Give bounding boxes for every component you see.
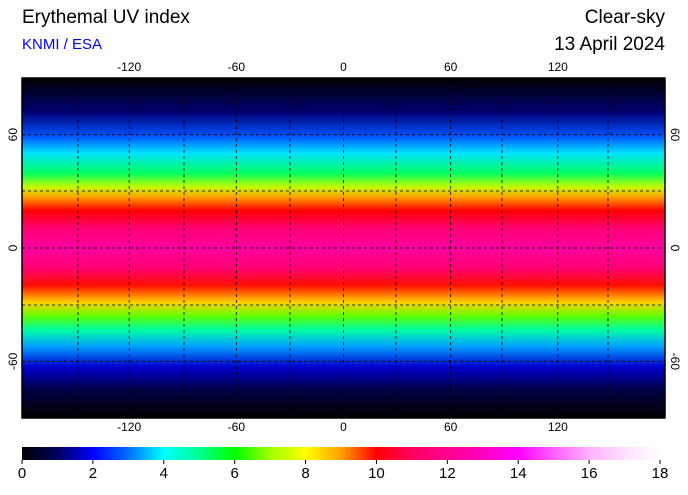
sky-label: Clear-sky [585, 7, 666, 28]
lon-label-top: -60 [228, 60, 246, 74]
lat-label-right: 60 [668, 128, 682, 142]
colorbar [22, 447, 660, 460]
colorbar-label: 8 [301, 465, 309, 482]
axes: -120 -120 -60 -60 0 0 60 60 120 120 60 60 0 0 -60 -60 [6, 60, 682, 434]
colorbar-label: 0 [18, 465, 26, 482]
colorbar-label: 18 [652, 465, 669, 482]
date: 13 April 2024 [554, 34, 665, 55]
lon-label-bottom: 0 [340, 420, 347, 434]
lat-label-left: 60 [6, 128, 20, 142]
colorbar-label: 4 [160, 465, 168, 482]
map-frame [21, 77, 666, 419]
lon-label-bottom: -60 [228, 420, 246, 434]
lon-label-top: 0 [340, 60, 347, 74]
lat-label-left: -60 [6, 352, 20, 370]
lat-label-left: 0 [6, 244, 20, 251]
colorbar-label: 16 [581, 465, 598, 482]
colorbar-label: 12 [439, 465, 456, 482]
colorbar-label: 14 [510, 465, 527, 482]
lat-label-right: 0 [668, 245, 682, 252]
lon-label-top: -120 [117, 60, 141, 74]
colorbar-label: 6 [230, 465, 238, 482]
subtitle: KNMI / ESA [22, 36, 102, 53]
lon-label-bottom: -120 [117, 420, 141, 434]
lon-label-bottom: 60 [444, 420, 458, 434]
lat-label-right: -60 [668, 353, 682, 371]
lon-label-top: 120 [548, 60, 568, 74]
lon-label-top: 60 [444, 60, 458, 74]
colorbar-label: 2 [89, 465, 97, 482]
lon-label-bottom: 120 [548, 420, 568, 434]
title: Erythemal UV index [22, 7, 190, 28]
colorbar-label: 10 [368, 465, 385, 482]
